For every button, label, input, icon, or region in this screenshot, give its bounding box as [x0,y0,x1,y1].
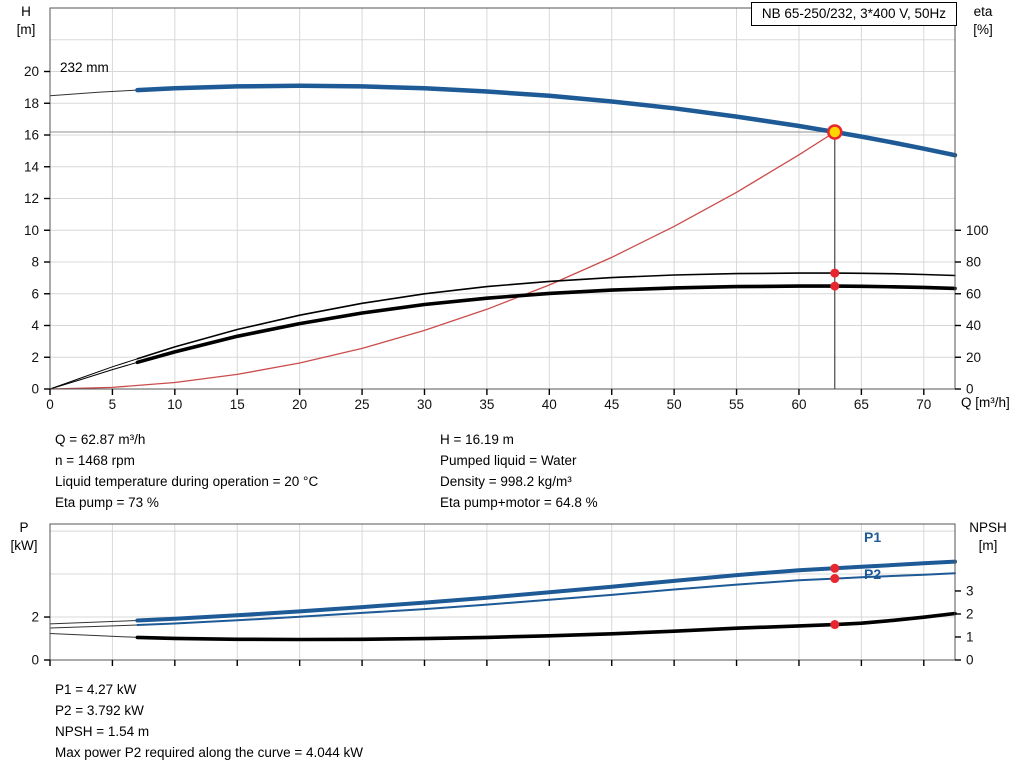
svg-text:40: 40 [542,397,557,412]
p2-curve [136,572,956,626]
svg-text:25: 25 [355,397,370,412]
result-h: H = 16.19 m [440,432,514,447]
svg-text:20: 20 [292,397,307,412]
svg-text:60: 60 [966,286,981,301]
svg-text:0: 0 [31,382,39,397]
svg-text:2: 2 [31,610,39,625]
p1-curve [135,559,957,623]
svg-text:14: 14 [24,159,40,174]
svg-text:0: 0 [966,653,974,668]
qh-eta-chart: 0 5 10 15 20 25 30 35 40 45 50 55 60 65 70 0 2 4 6 8 10 12 14 1… [24,7,989,412]
svg-text:20: 20 [966,350,981,365]
npsh-axis-title: NPSH [m] [962,519,1014,555]
svg-text:10: 10 [24,223,39,238]
svg-text:60: 60 [791,397,806,412]
eta-axis-title-line1: eta [973,4,993,19]
svg-text:100: 100 [966,223,989,238]
result-p2: P2 = 3.792 kW [55,703,144,718]
svg-text:16: 16 [24,128,39,143]
svg-text:0: 0 [966,382,974,397]
p1-lead [49,620,138,625]
eta-axis-title: eta [%] [964,3,1002,39]
system-curve [49,131,836,390]
eta-pump-lead [49,358,138,390]
p2-duty-dot[interactable] [830,574,840,584]
svg-text:4: 4 [31,318,39,333]
svg-text:45: 45 [604,397,619,412]
p2-curve-label: P2 [864,566,882,582]
svg-text:70: 70 [916,397,931,412]
result-p1: P1 = 4.27 kW [55,682,137,697]
h-axis-title-line2: [m] [16,22,36,37]
p2-lead [49,624,138,629]
eta-pump-curve [136,272,956,360]
npsh-curve [135,611,957,642]
h-axis-title: H [m] [8,3,44,39]
result-eta-pump-motor: Eta pump+motor = 64.8 % [440,495,598,510]
p-axis-title-line2: [kW] [10,538,38,553]
eta-pump-motor-curve [135,284,957,365]
p1-curve-label: P1 [864,529,882,545]
npsh-lead [49,633,138,638]
duty-point-marker[interactable] [827,124,843,140]
svg-text:20: 20 [24,64,39,79]
svg-text:15: 15 [230,397,245,412]
result-eta-pump: Eta pump = 73 % [55,495,159,510]
svg-text:6: 6 [31,286,39,301]
svg-text:3: 3 [966,583,974,598]
result-speed: n = 1468 rpm [55,453,135,468]
pump-curve-lead [49,89,138,97]
result-q: Q = 62.87 m³/h [55,432,146,447]
svg-text:55: 55 [729,397,744,412]
eta-pump-motor-lead [49,361,138,390]
npsh-duty-dot[interactable] [830,620,840,630]
plot-frame [49,523,956,661]
pump-title-box: NB 65-250/232, 3*400 V, 50Hz [750,2,957,26]
svg-text:30: 30 [417,397,432,412]
svg-text:2: 2 [966,606,974,621]
result-pumped-liquid: Pumped liquid = Water [440,453,577,468]
svg-text:0: 0 [46,397,54,412]
svg-text:18: 18 [24,96,39,111]
eta-pump-motor-duty-dot[interactable] [830,281,840,291]
result-liquid-temp: Liquid temperature during operation = 20… [55,474,319,489]
result-max-p2: Max power P2 required along the curve = … [55,745,364,760]
npsh-axis-title-line2: [m] [978,538,998,553]
p-axis-title-line1: P [19,520,29,535]
npsh-axis-title-line1: NPSH [969,520,1007,535]
impeller-diameter-label: 232 mm [60,60,109,75]
svg-text:2: 2 [31,350,39,365]
svg-text:35: 35 [479,397,494,412]
svg-text:8: 8 [31,255,39,270]
duty-results-left: Q = 62.87 m³/h n = 1468 rpm Liquid tempe… [55,429,318,513]
svg-text:5: 5 [109,397,117,412]
p-axis-title: P [kW] [2,519,46,555]
eta-axis-title-line2: [%] [973,22,993,37]
p1-duty-dot[interactable] [830,563,840,573]
svg-text:0: 0 [31,653,39,668]
pump-curve-232mm [135,83,958,158]
duty-results-right: H = 16.19 m Pumped liquid = Water Densit… [440,429,598,513]
svg-text:40: 40 [966,318,981,333]
result-density: Density = 998.2 kg/m³ [440,474,572,489]
power-npsh-chart: 0 2 0 1 2 3 [31,523,974,668]
q-axis-title: Q [m³/h] [961,395,1010,410]
result-npsh: NPSH = 1.54 m [55,724,150,739]
svg-text:50: 50 [667,397,682,412]
svg-text:10: 10 [167,397,182,412]
svg-text:1: 1 [966,629,974,644]
svg-text:80: 80 [966,255,981,270]
power-results: P1 = 4.27 kW P2 = 3.792 kW NPSH = 1.54 m… [55,679,363,763]
svg-text:12: 12 [24,191,39,206]
svg-text:65: 65 [854,397,869,412]
h-axis-title-line1: H [21,4,31,19]
eta-pump-duty-dot[interactable] [830,268,840,278]
